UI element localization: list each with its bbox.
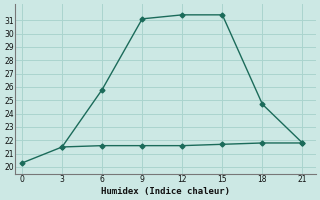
X-axis label: Humidex (Indice chaleur): Humidex (Indice chaleur)	[101, 187, 230, 196]
